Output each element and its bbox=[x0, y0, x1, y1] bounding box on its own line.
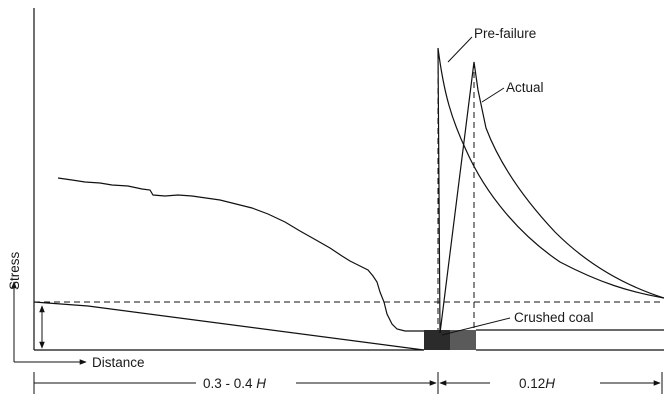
crushed-coal-block-light bbox=[450, 330, 476, 350]
actual-label: Actual bbox=[506, 80, 544, 95]
range-left-label: 0.3 - 0.4 H bbox=[203, 376, 266, 391]
prefailure-leader bbox=[447, 36, 473, 63]
stress-label: Stress bbox=[7, 251, 22, 290]
prefailure-curve bbox=[437, 47, 664, 334]
actual-curve bbox=[439, 61, 664, 334]
crushed-coal-label: Crushed coal bbox=[514, 310, 594, 325]
lower-stress-line bbox=[33, 301, 425, 351]
prefailure-label: Pre-failure bbox=[474, 26, 536, 41]
crushed-coal-leader bbox=[441, 317, 511, 336]
crushed-coal-block-dark bbox=[424, 330, 450, 350]
range-right-label: 0.12H bbox=[519, 376, 555, 391]
upper-stress-curve bbox=[57, 177, 424, 332]
actual-leader bbox=[481, 87, 505, 103]
distance-label: Distance bbox=[92, 355, 145, 370]
